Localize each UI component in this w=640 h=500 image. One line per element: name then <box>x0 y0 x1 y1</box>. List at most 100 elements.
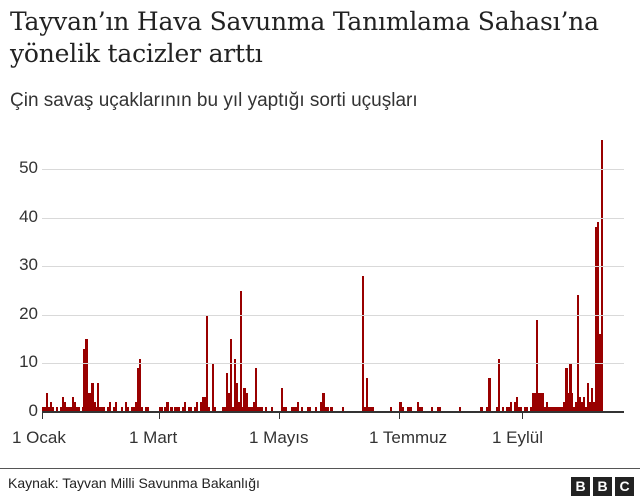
bar <box>571 392 574 412</box>
bbc-logo-letter: B <box>593 477 612 496</box>
bar <box>213 407 216 412</box>
bar <box>438 407 442 412</box>
bar <box>59 407 62 412</box>
bar <box>421 407 424 412</box>
bar <box>314 407 317 412</box>
bar <box>107 407 110 412</box>
bar <box>190 407 193 412</box>
bar <box>87 392 90 412</box>
bar <box>342 407 345 412</box>
bar <box>140 407 143 412</box>
x-tick-label: 1 Mayıs <box>249 428 309 447</box>
bar <box>543 407 546 412</box>
bar <box>271 407 274 412</box>
bar <box>320 402 323 412</box>
bar <box>239 290 242 412</box>
bbc-logo-letter: B <box>571 477 590 496</box>
bar <box>596 222 600 412</box>
bar <box>101 407 104 412</box>
bar <box>593 402 596 412</box>
bar <box>525 407 529 412</box>
bar <box>227 392 230 412</box>
bar <box>200 402 203 412</box>
bar <box>146 407 149 412</box>
bar <box>365 377 369 412</box>
bar <box>196 402 199 412</box>
bar <box>322 392 325 412</box>
bar <box>166 402 169 412</box>
gridline <box>42 315 624 316</box>
bar <box>389 407 392 412</box>
bar <box>555 407 558 412</box>
bar <box>561 407 564 412</box>
y-tick-label: 10 <box>19 352 38 371</box>
bar <box>93 402 96 412</box>
bar <box>591 387 594 412</box>
bar <box>437 407 440 412</box>
bar <box>510 402 513 412</box>
source-note: Kaynak: Tayvan Milli Savunma Bakanlığı <box>8 475 260 491</box>
bar <box>589 402 592 412</box>
bar <box>330 407 333 412</box>
x-tick-mark <box>42 412 43 419</box>
bar <box>233 358 236 412</box>
bar <box>282 407 286 412</box>
bar <box>132 407 136 412</box>
bar <box>259 407 262 412</box>
bar <box>280 387 284 412</box>
bar <box>545 402 548 412</box>
bar <box>535 319 538 412</box>
bar <box>69 407 72 412</box>
bar <box>569 363 572 412</box>
bar <box>47 407 51 412</box>
y-tick-label: 0 <box>28 401 38 420</box>
bar <box>55 407 58 412</box>
bar <box>77 407 80 412</box>
bar <box>553 407 556 412</box>
chart-subtitle: Çin savaş uçaklarının bu yıl yaptığı sor… <box>10 90 418 111</box>
bar <box>409 407 412 412</box>
bar <box>113 407 116 412</box>
bar <box>431 407 434 412</box>
bar <box>49 402 53 412</box>
bar <box>51 407 55 412</box>
bar <box>253 402 256 412</box>
bar <box>144 407 147 412</box>
bar <box>99 407 102 412</box>
bar <box>237 402 240 412</box>
bar <box>124 402 128 412</box>
chart-title: Tayvan’ın Hava Savunma Tanımlama Sahası’… <box>10 7 599 68</box>
bar <box>138 358 141 412</box>
bar <box>581 402 584 412</box>
bar <box>67 407 70 412</box>
bar <box>178 407 181 412</box>
y-tick-label: 30 <box>19 255 38 274</box>
bar <box>579 397 582 412</box>
bar <box>134 402 137 412</box>
x-tick-label: 1 Temmuz <box>369 428 448 447</box>
bar <box>89 392 92 412</box>
bar <box>519 407 523 412</box>
bar <box>419 407 422 412</box>
bar <box>103 407 106 412</box>
x-tick-mark <box>399 412 400 419</box>
bar <box>502 407 505 412</box>
bar <box>595 227 598 412</box>
bar <box>300 407 303 412</box>
bar <box>516 397 519 412</box>
bar <box>369 407 373 412</box>
bar <box>486 407 489 412</box>
bar <box>126 407 130 412</box>
bar <box>249 407 252 412</box>
x-tick-label: 1 Mart <box>129 428 178 447</box>
bar <box>235 382 238 412</box>
bar <box>73 402 76 412</box>
bar <box>367 407 371 412</box>
bar <box>577 295 580 412</box>
bar <box>292 407 295 412</box>
bar <box>207 407 211 412</box>
bar <box>598 334 602 412</box>
bar <box>399 402 402 412</box>
bar <box>109 402 112 412</box>
bar <box>498 358 501 412</box>
